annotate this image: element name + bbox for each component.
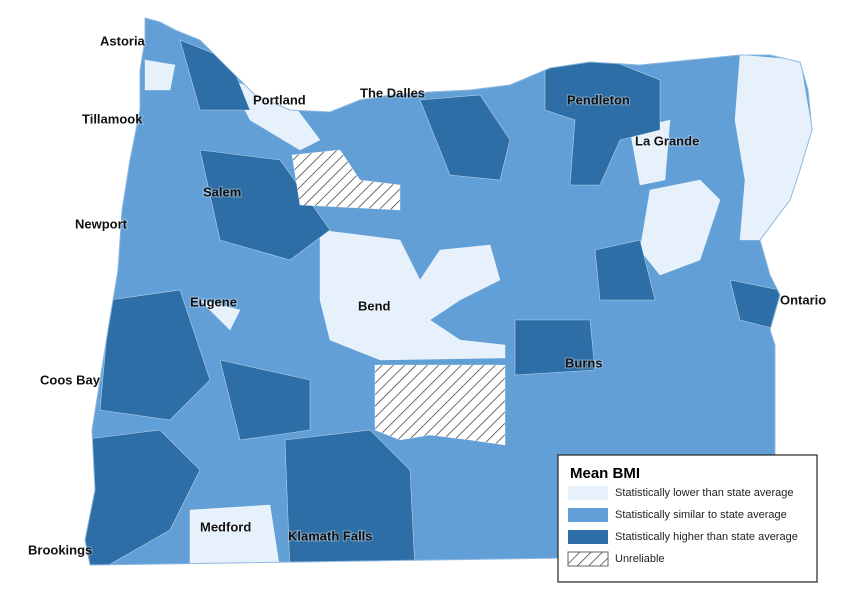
city-label: Tillamook xyxy=(82,111,143,126)
city-labels: Astoria Tillamook Portland The Dalles Pe… xyxy=(27,32,827,558)
city-label: Pendleton xyxy=(567,92,630,107)
region xyxy=(189,504,281,565)
legend-swatch xyxy=(568,530,608,544)
region xyxy=(85,429,201,565)
legend-label: Statistically higher than state average xyxy=(615,531,798,543)
city-label: Salem xyxy=(203,184,241,199)
legend-label: Unreliable xyxy=(615,553,665,565)
region xyxy=(99,289,211,421)
region xyxy=(319,229,506,361)
legend: Mean BMI Statistically lower than state … xyxy=(557,454,818,583)
region xyxy=(734,54,812,241)
region xyxy=(219,359,311,441)
city-label: The Dalles xyxy=(360,85,425,100)
city-label: Eugene xyxy=(190,294,237,309)
city-label: Ontario xyxy=(780,292,826,307)
region xyxy=(199,299,241,331)
region xyxy=(374,364,506,446)
region xyxy=(199,149,331,261)
region xyxy=(594,239,656,301)
city-label: La Grande xyxy=(635,133,699,148)
region xyxy=(284,429,416,565)
city-label: Klamath Falls xyxy=(288,528,373,543)
city-label: Portland xyxy=(253,92,306,107)
legend-title: Mean BMI xyxy=(570,465,640,482)
region xyxy=(291,149,401,211)
legend-swatch xyxy=(567,551,609,567)
region xyxy=(144,59,176,91)
city-label: Brookings xyxy=(28,542,92,557)
city-label: Coos Bay xyxy=(40,372,101,387)
city-label: Astoria xyxy=(100,33,146,48)
city-label: Burns xyxy=(565,355,603,370)
region xyxy=(544,59,661,186)
legend-swatch xyxy=(568,486,608,500)
legend-label: Statistically lower than state average xyxy=(615,487,794,499)
city-label: Bend xyxy=(358,298,391,313)
region xyxy=(514,319,596,376)
city-label: Medford xyxy=(200,519,251,534)
legend-label: Statistically similar to state average xyxy=(615,509,787,521)
city-label: Newport xyxy=(75,216,128,231)
legend-swatch xyxy=(568,508,608,522)
region xyxy=(419,94,511,181)
